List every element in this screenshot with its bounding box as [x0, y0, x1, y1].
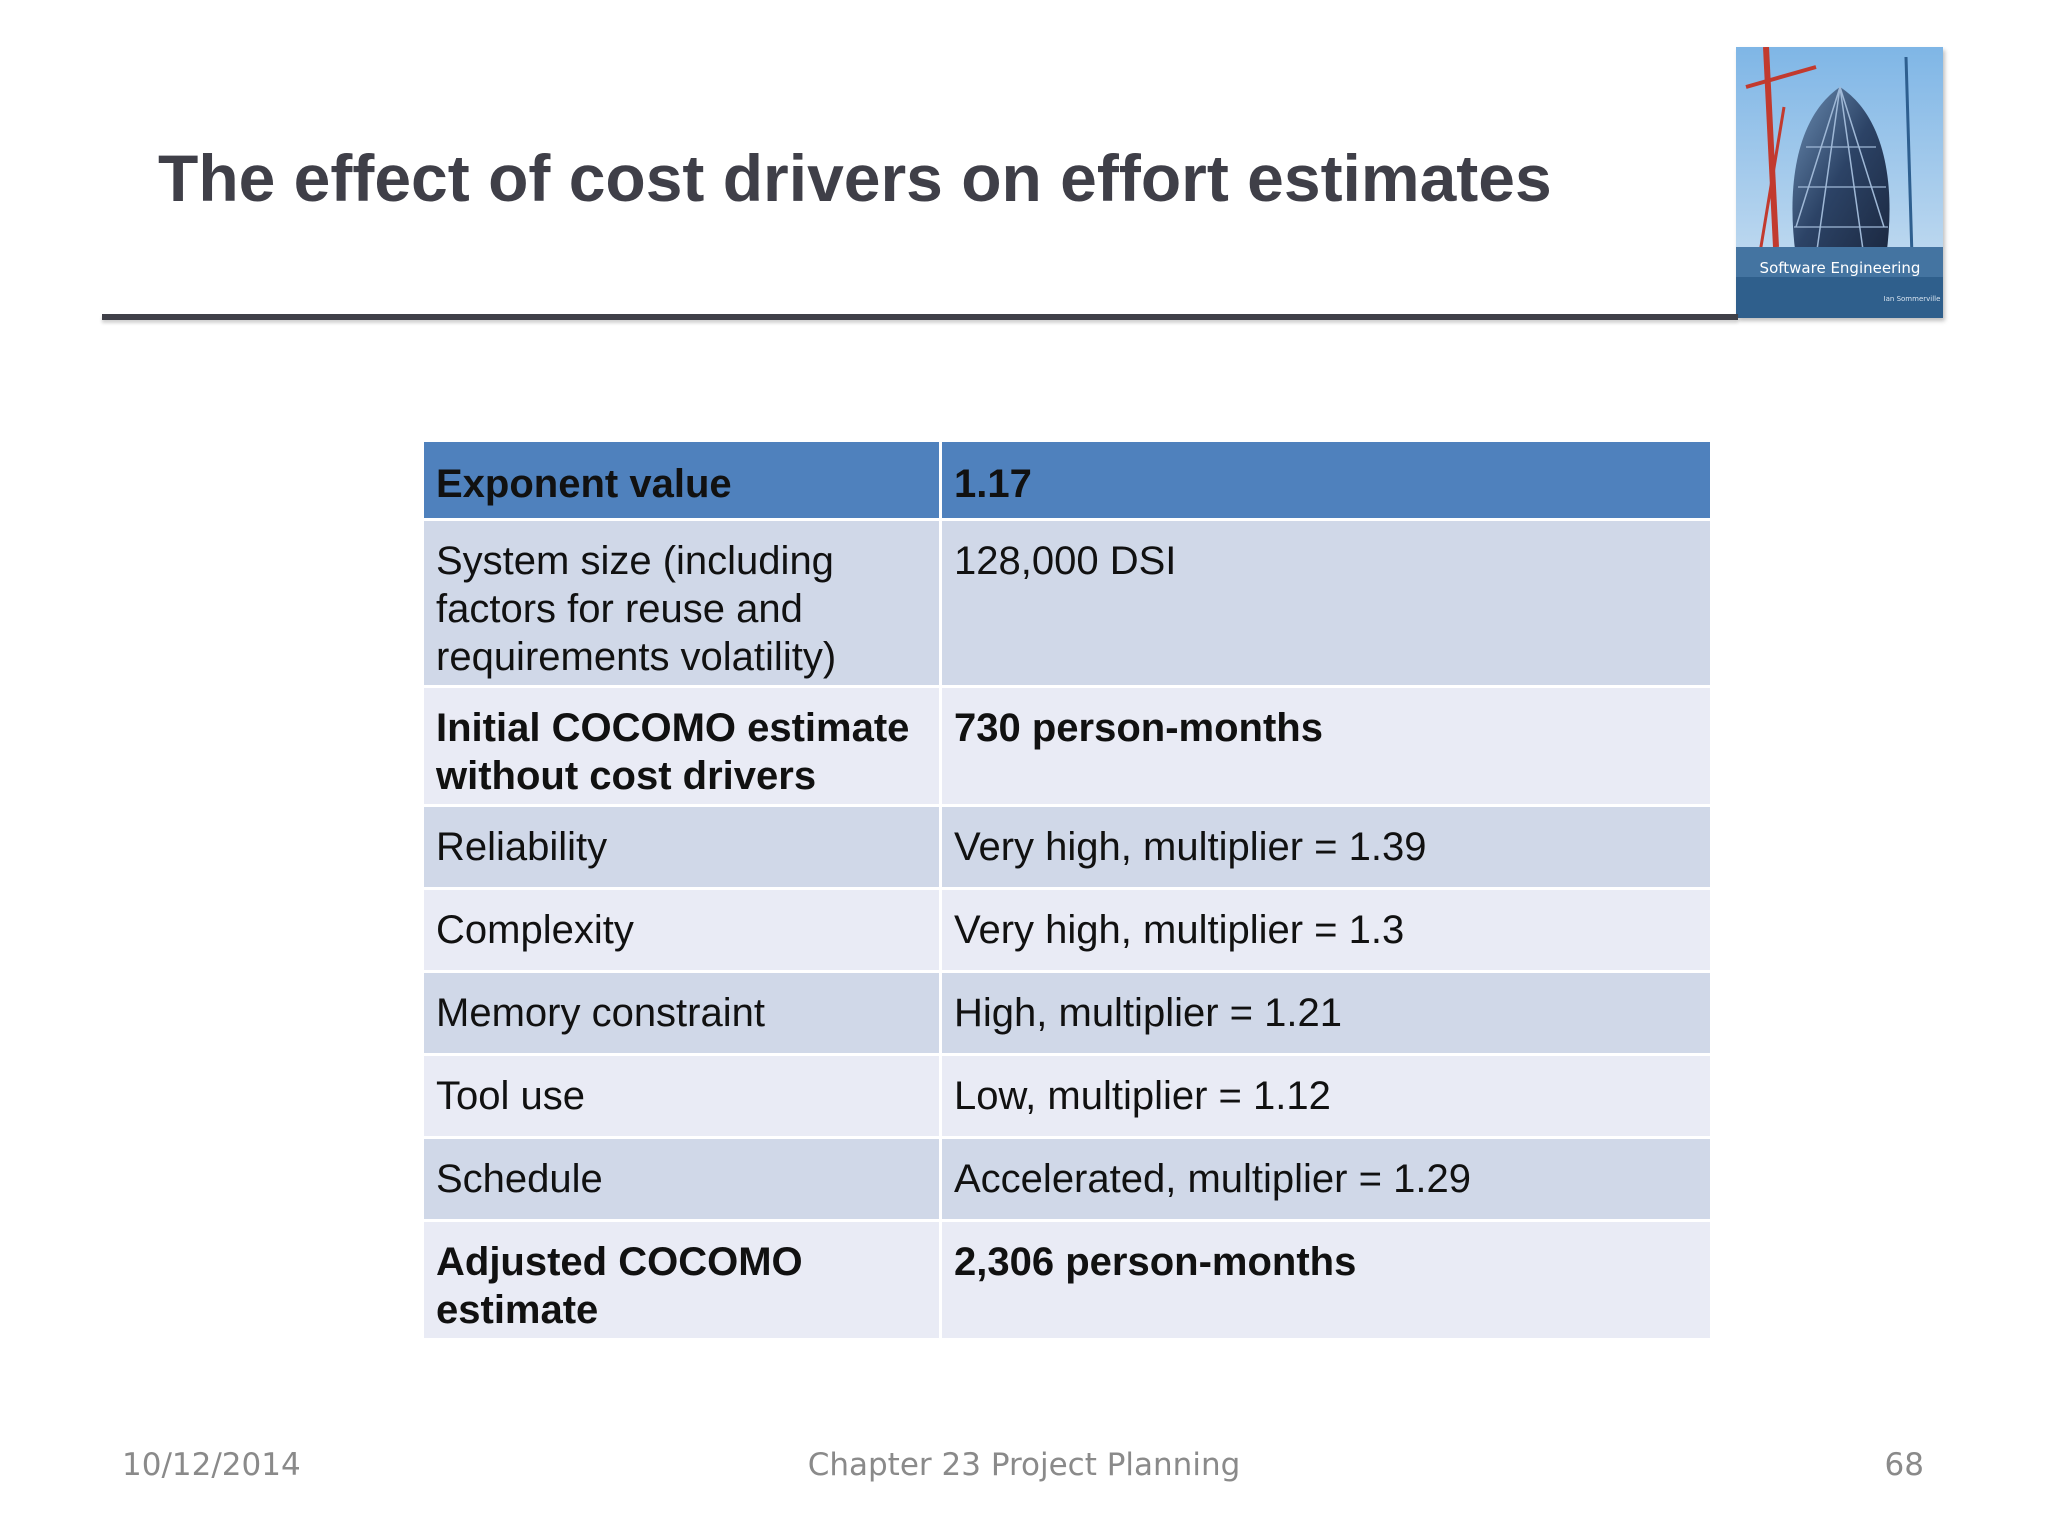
- table-row: Memory constraint High, multiplier = 1.2…: [421, 970, 1713, 1056]
- book-cover-title: Software Engineering: [1760, 259, 1921, 277]
- table-cell-value: 128,000 DSI: [939, 518, 1713, 688]
- table-cell-value: 2,306 person-months: [939, 1219, 1713, 1341]
- table-cell-label: System size (including factors for reuse…: [421, 518, 942, 688]
- table-cell-value: 1.17: [939, 439, 1713, 521]
- table-cell-value: Low, multiplier = 1.12: [939, 1053, 1713, 1139]
- table-cell-label: Reliability: [421, 804, 942, 890]
- table-row: Adjusted COCOMO estimate 2,306 person-mo…: [421, 1219, 1713, 1341]
- table-row: Initial COCOMO estimate without cost dri…: [421, 685, 1713, 807]
- table-cell-label: Complexity: [421, 887, 942, 973]
- table-cell-value: Accelerated, multiplier = 1.29: [939, 1136, 1713, 1222]
- table-cell-label: Exponent value: [421, 439, 942, 521]
- table-cell-value: Very high, multiplier = 1.39: [939, 804, 1713, 890]
- cost-drivers-table: Exponent value 1.17 System size (includi…: [421, 439, 1713, 1341]
- table-cell-label: Adjusted COCOMO estimate: [421, 1219, 942, 1341]
- table-cell-value: Very high, multiplier = 1.3: [939, 887, 1713, 973]
- table-header-row: Exponent value 1.17: [421, 439, 1713, 521]
- footer-page-number: 68: [1884, 1447, 1924, 1483]
- table-row: Schedule Accelerated, multiplier = 1.29: [421, 1136, 1713, 1222]
- title-divider: [102, 314, 1738, 320]
- slide-title: The effect of cost drivers on effort est…: [158, 141, 1552, 215]
- table-cell-value: 730 person-months: [939, 685, 1713, 807]
- table-cell-label: Schedule: [421, 1136, 942, 1222]
- table-cell-label: Tool use: [421, 1053, 942, 1139]
- table-cell-label: Initial COCOMO estimate without cost dri…: [421, 685, 942, 807]
- table-row: Tool use Low, multiplier = 1.12: [421, 1053, 1713, 1139]
- table-row: System size (including factors for reuse…: [421, 518, 1713, 688]
- table-row: Reliability Very high, multiplier = 1.39: [421, 804, 1713, 890]
- footer-date: 10/12/2014: [122, 1447, 301, 1483]
- table-cell-value: High, multiplier = 1.21: [939, 970, 1713, 1056]
- book-cover-image: Software Engineering Ian Sommerville: [1736, 47, 1943, 318]
- book-cover-author: Ian Sommerville: [1884, 295, 1941, 303]
- footer-chapter: Chapter 23 Project Planning: [807, 1447, 1241, 1483]
- table-row: Complexity Very high, multiplier = 1.3: [421, 887, 1713, 973]
- table-cell-label: Memory constraint: [421, 970, 942, 1056]
